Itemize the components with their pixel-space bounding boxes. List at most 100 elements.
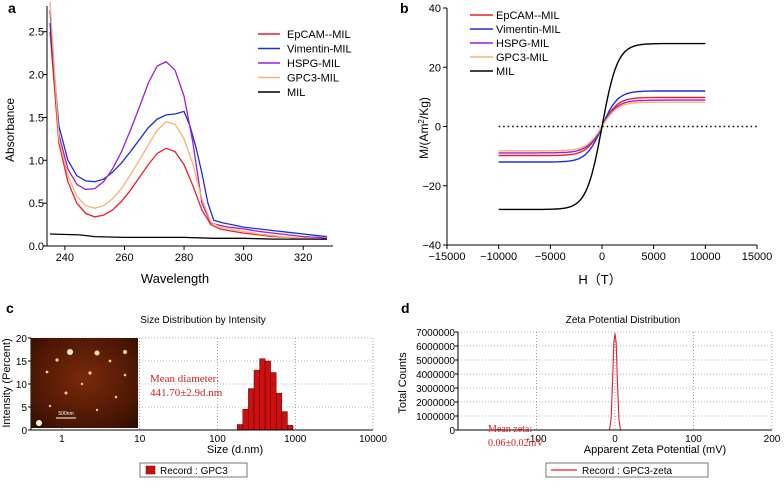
panel-c-xtick-label: 10 bbox=[134, 434, 146, 445]
panel-a-ylabel: Absorbance bbox=[3, 98, 17, 162]
panel-c-ytick-label: 10 bbox=[16, 380, 28, 391]
panel-a-xtick-label: 300 bbox=[234, 252, 252, 264]
panel-d-annotation-line1: Mean zeta: bbox=[488, 424, 532, 435]
panel-c-bar bbox=[276, 392, 283, 431]
panel-a-xtick-label: 320 bbox=[294, 252, 312, 264]
panel-a-legend-label: GPC3-MIL bbox=[287, 73, 339, 85]
panel-b-ytick-label: −20 bbox=[422, 181, 441, 193]
panel-b-xlabel: H（T） bbox=[578, 272, 621, 287]
panel-c-letter: c bbox=[6, 300, 14, 316]
panel-c-title: Size Distribution by Intensity bbox=[140, 315, 266, 326]
panel-d-series-gpc3-zeta bbox=[608, 333, 622, 431]
panel-d-ytick-label: 5000000 bbox=[416, 356, 455, 367]
panel-b-legend-label: GPC3-MIL bbox=[496, 52, 548, 64]
panel-c-xtick-label: 1000 bbox=[284, 434, 307, 445]
panel-d: d Zeta Potential Distribution -100 0 100 20… bbox=[397, 300, 781, 478]
panel-c-ytick-label: 0 bbox=[21, 426, 27, 437]
panel-a-ytick-label: 2.0 bbox=[29, 70, 44, 82]
panel-b-xtick-label: −15000 bbox=[428, 251, 465, 263]
panel-a-legend-label: EpCAM--MIL bbox=[287, 29, 351, 41]
panel-b-xtick-label: −10000 bbox=[480, 251, 517, 263]
panel-d-xlabel: Apparent Zeta Potential (mV) bbox=[584, 444, 726, 456]
panel-a-ytick-label: 1.0 bbox=[29, 155, 44, 167]
panel-b-xtick-label: 5000 bbox=[641, 251, 665, 263]
panel-d-xtick-label: 200 bbox=[764, 434, 781, 445]
panel-b-ytick-label: 0 bbox=[435, 122, 441, 134]
panel-c-xtick-label: 1 bbox=[59, 434, 65, 445]
panel-c-legend-label: Record : GPC3 bbox=[160, 466, 228, 477]
panel-d-xtick-label: 100 bbox=[685, 434, 702, 445]
panel-c-bar bbox=[270, 372, 277, 431]
panel-a-xtick-label: 280 bbox=[175, 252, 193, 264]
panel-a: a 240 260 280 300 320 0.0 0.5 1.0 1.5 2.0 2.5 EpCA… bbox=[3, 0, 352, 286]
panel-b-ytick-label: −40 bbox=[422, 240, 441, 252]
panel-c-ylabel: Intensity (Percent) bbox=[1, 338, 13, 427]
panel-d-ylabel: Total Counts bbox=[397, 352, 409, 414]
panel-c-bar bbox=[287, 425, 294, 431]
panel-b-legend-label: HSPG-MIL bbox=[496, 38, 549, 50]
panel-b-xtick-label: 15000 bbox=[742, 251, 773, 263]
panel-c-xlabel: Size (d.nm) bbox=[207, 444, 263, 456]
panel-d-ytick-label: 4000000 bbox=[416, 370, 455, 381]
panel-c-ytick-label: 15 bbox=[16, 357, 28, 368]
panel-d-ytick-label: 3000000 bbox=[416, 384, 455, 395]
panel-d-ytick-label: 1000000 bbox=[416, 412, 455, 423]
panel-b-legend-label: Vimentin-MIL bbox=[496, 24, 561, 36]
panel-a-legend-label: HSPG-MIL bbox=[287, 58, 340, 70]
panel-a-xlabel: Wavelength bbox=[141, 271, 209, 286]
panel-d-ytick-label: 6000000 bbox=[416, 342, 455, 353]
panel-d-annotation-line2: 0.06±0.02mV bbox=[488, 438, 544, 449]
panel-b-ylabel: M/(Am2/Kg) bbox=[417, 97, 431, 159]
panel-c-legend-swatch bbox=[145, 465, 156, 475]
panel-d-legend: Record : GPC3-zeta bbox=[545, 462, 709, 478]
panel-d-letter: d bbox=[401, 300, 410, 316]
panel-b-legend-label: EpCAM--MIL bbox=[496, 10, 560, 22]
panel-a-ytick-label: 0.5 bbox=[29, 198, 44, 210]
panel-a-series-mil bbox=[49, 233, 327, 240]
panel-c-bar bbox=[248, 388, 255, 431]
panel-a-ytick-label: 1.5 bbox=[29, 112, 44, 124]
panel-a-series-hspg-mil bbox=[49, 10, 328, 239]
panel-d-ytick-label: 7000000 bbox=[416, 328, 455, 339]
panel-d-ytick-label: 2000000 bbox=[416, 398, 455, 409]
panel-c-bar bbox=[281, 411, 288, 431]
panel-c-ytick-label: 20 bbox=[16, 334, 28, 345]
panel-c-xtick-label: 100 bbox=[209, 434, 226, 445]
panel-c-bar bbox=[242, 409, 249, 431]
panel-d-xtick-label: 0 bbox=[612, 434, 618, 445]
panel-c-annotation-line1: Mean diameter: bbox=[150, 373, 219, 385]
panel-c-xtick-label: 10000 bbox=[359, 434, 387, 445]
panel-c-ytick-label: 5 bbox=[21, 403, 27, 414]
panel-a-xtick-label: 240 bbox=[56, 252, 74, 264]
panel-a-legend-label: MIL bbox=[287, 87, 305, 99]
panel-b-series-mil bbox=[498, 42, 706, 211]
panel-a-xtick-label: 260 bbox=[115, 252, 133, 264]
panel-b-ytick-label: 20 bbox=[429, 62, 441, 74]
panel-b-ytick-label: 40 bbox=[429, 3, 441, 15]
panel-d-legend-label: Record : GPC3-zeta bbox=[582, 466, 672, 477]
panel-c-annotation-line2: 441.70±2.9d.nm bbox=[150, 387, 223, 399]
panel-a-letter: a bbox=[8, 0, 16, 16]
afm-scale-label: 500nm bbox=[58, 411, 73, 417]
panel-a-ytick-label: 0.0 bbox=[29, 241, 44, 253]
panel-d-title: Zeta Potential Distribution bbox=[566, 315, 681, 326]
panel-c-legend: Record : GPC3 bbox=[139, 462, 248, 478]
panel-c-bar bbox=[253, 369, 260, 431]
panel-a-ytick-label: 2.5 bbox=[29, 27, 44, 39]
panel-b-xtick-label: −5000 bbox=[535, 251, 566, 263]
panel-a-legend-label: Vimentin-MIL bbox=[287, 44, 352, 56]
panel-c-bar bbox=[259, 358, 266, 431]
panel-c-bar bbox=[264, 360, 271, 431]
panel-b-legend-label: MIL bbox=[496, 66, 514, 78]
panel-c: c Size Distribution by Intensity 1 10 100 1… bbox=[1, 300, 387, 478]
panel-b-xtick-label: 0 bbox=[599, 251, 605, 263]
panel-c-bar bbox=[237, 424, 244, 431]
panel-a-series-vimentin-mil bbox=[49, 23, 328, 238]
panel-b: b −15000 −10000 −5000 0 5000 10000 15000 −40 −20… bbox=[400, 0, 772, 287]
panel-d-ytick-label: 0 bbox=[449, 426, 455, 437]
panel-a-series-gpc3-mil bbox=[49, 1, 327, 240]
panel-d-xtick-label: -100 bbox=[526, 434, 546, 445]
panel-b-xtick-label: 10000 bbox=[690, 251, 721, 263]
panel-a-series-epcam-mil bbox=[49, 31, 327, 240]
